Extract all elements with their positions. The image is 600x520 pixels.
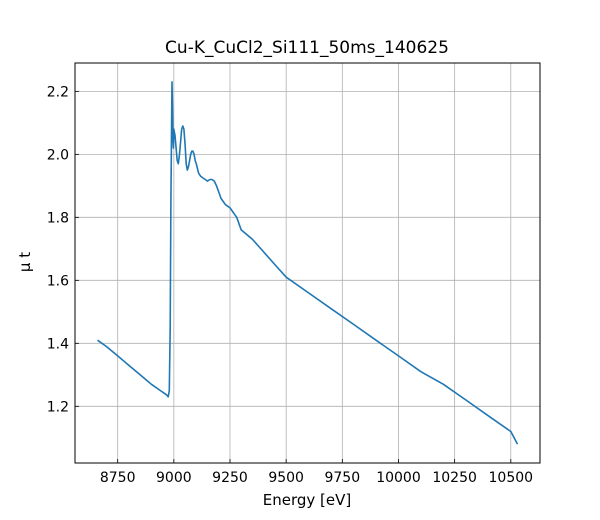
y-tick-label: 1.6 bbox=[47, 273, 69, 289]
chart-title: Cu-K_CuCl2_Si111_50ms_140625 bbox=[165, 38, 449, 58]
y-tick-label: 1.8 bbox=[47, 210, 69, 226]
grid bbox=[75, 63, 540, 463]
axes-ticks: 8750 9000 9250 9500 9750 10000 10250 10500 1.2 1.… bbox=[47, 84, 533, 486]
x-tick-label: 9750 bbox=[324, 470, 360, 486]
plot-area bbox=[97, 81, 519, 445]
x-tick-label: 10000 bbox=[376, 470, 421, 486]
y-tick-label: 2.2 bbox=[47, 84, 69, 100]
x-axis-label: Energy [eV] bbox=[263, 491, 351, 509]
x-tick-label: 10250 bbox=[432, 470, 477, 486]
x-tick-label: 10500 bbox=[489, 470, 534, 486]
y-tick-label: 1.4 bbox=[47, 336, 69, 352]
x-tick-label: 9000 bbox=[156, 470, 192, 486]
y-tick-label: 2.0 bbox=[47, 147, 69, 163]
x-tick-label: 9500 bbox=[268, 470, 304, 486]
y-tick-label: 1.2 bbox=[47, 399, 69, 415]
series-line bbox=[97, 81, 519, 445]
plot-frame bbox=[74, 62, 541, 464]
x-tick-label: 8750 bbox=[100, 470, 136, 486]
y-axis-label: μ t bbox=[16, 252, 34, 272]
x-tick-label: 9250 bbox=[212, 470, 248, 486]
